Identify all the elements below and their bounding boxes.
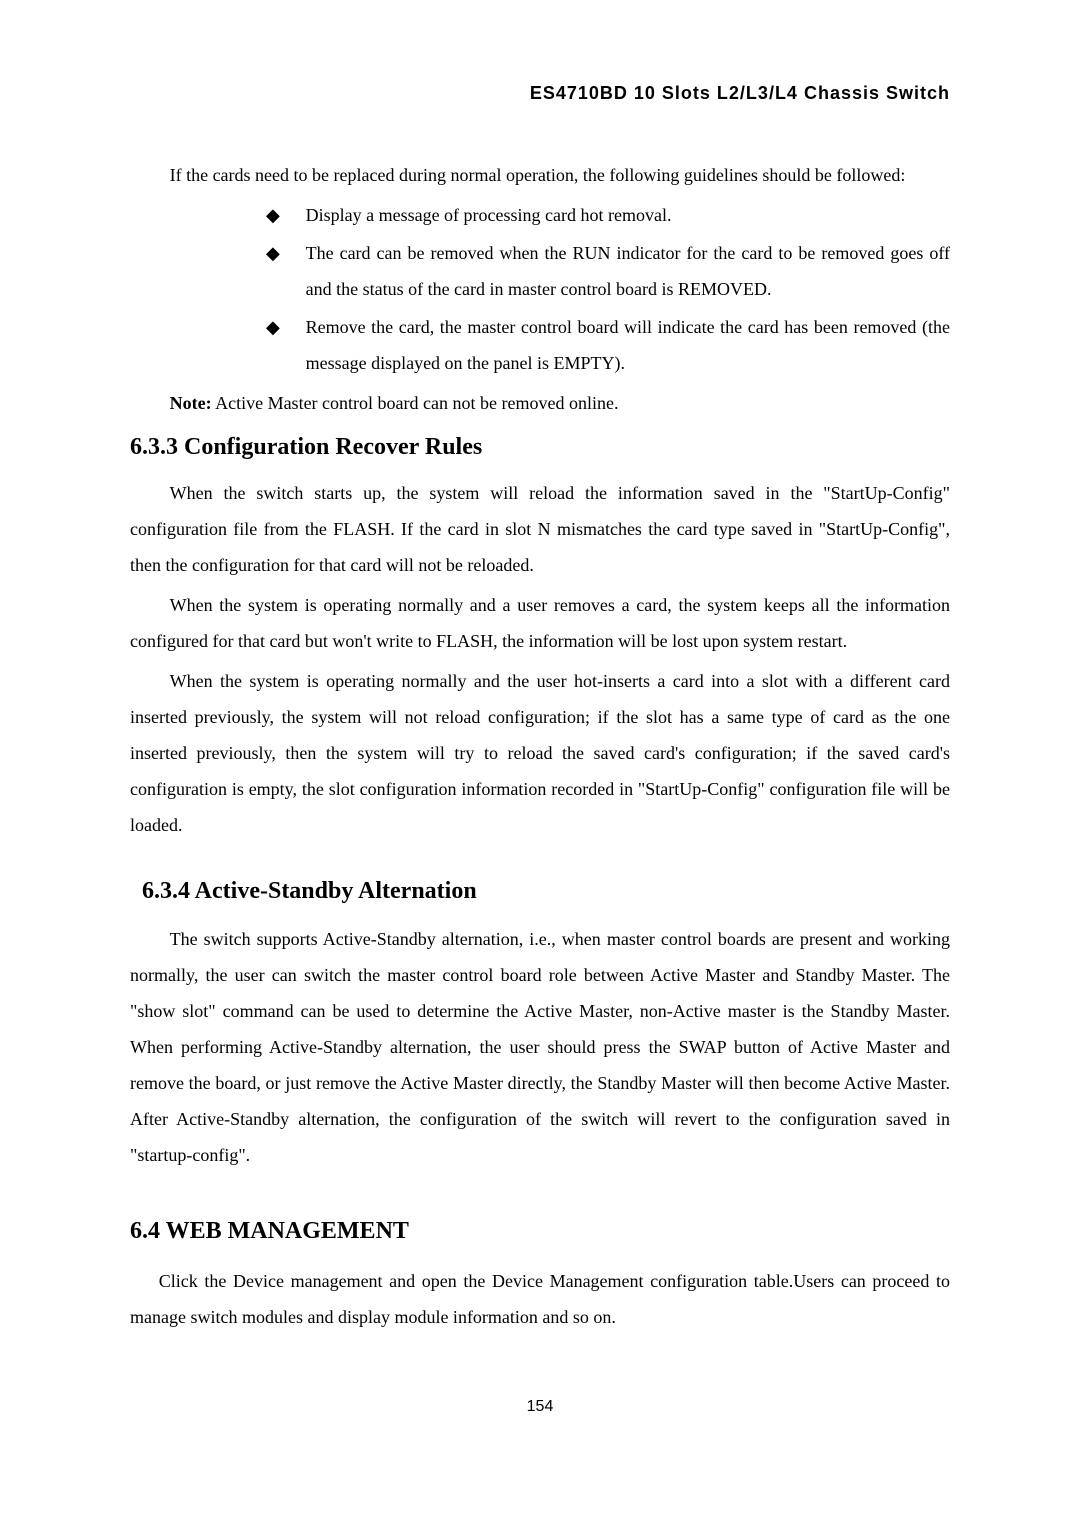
list-item: ◆ The card can be removed when the RUN i… xyxy=(266,235,950,307)
sec633-p3: When the system is operating normally an… xyxy=(130,663,950,843)
intro-paragraph: If the cards need to be replaced during … xyxy=(130,157,950,193)
page-header-title: ES4710BD 10 Slots L2/L3/L4 Chassis Switc… xyxy=(130,80,950,107)
sec64-p1: Click the Device management and open the… xyxy=(130,1263,950,1335)
page-number: 154 xyxy=(130,1395,950,1419)
guidelines-list: ◆ Display a message of processing card h… xyxy=(130,197,950,381)
diamond-bullet-icon: ◆ xyxy=(266,309,280,345)
list-item-text: Remove the card, the master control boar… xyxy=(306,317,950,373)
section-heading-633: 6.3.3 Configuration Recover Rules xyxy=(130,429,950,465)
sec634-p1: The switch supports Active-Standby alter… xyxy=(130,921,950,1173)
diamond-bullet-icon: ◆ xyxy=(266,235,280,271)
list-item-text: The card can be removed when the RUN ind… xyxy=(306,243,950,299)
section-heading-64: 6.4 WEB MANAGEMENT xyxy=(130,1213,950,1249)
note-label: Note: xyxy=(170,393,212,413)
list-item-text: Display a message of processing card hot… xyxy=(306,205,672,225)
list-item: ◆ Remove the card, the master control bo… xyxy=(266,309,950,381)
section-heading-634: 6.3.4 Active-Standby Alternation xyxy=(130,873,950,909)
diamond-bullet-icon: ◆ xyxy=(266,197,280,233)
note-text: Active Master control board can not be r… xyxy=(212,393,619,413)
sec633-p2: When the system is operating normally an… xyxy=(130,587,950,659)
list-item: ◆ Display a message of processing card h… xyxy=(266,197,950,233)
sec633-p1: When the switch starts up, the system wi… xyxy=(130,475,950,583)
note-line: Note: Active Master control board can no… xyxy=(130,385,950,421)
